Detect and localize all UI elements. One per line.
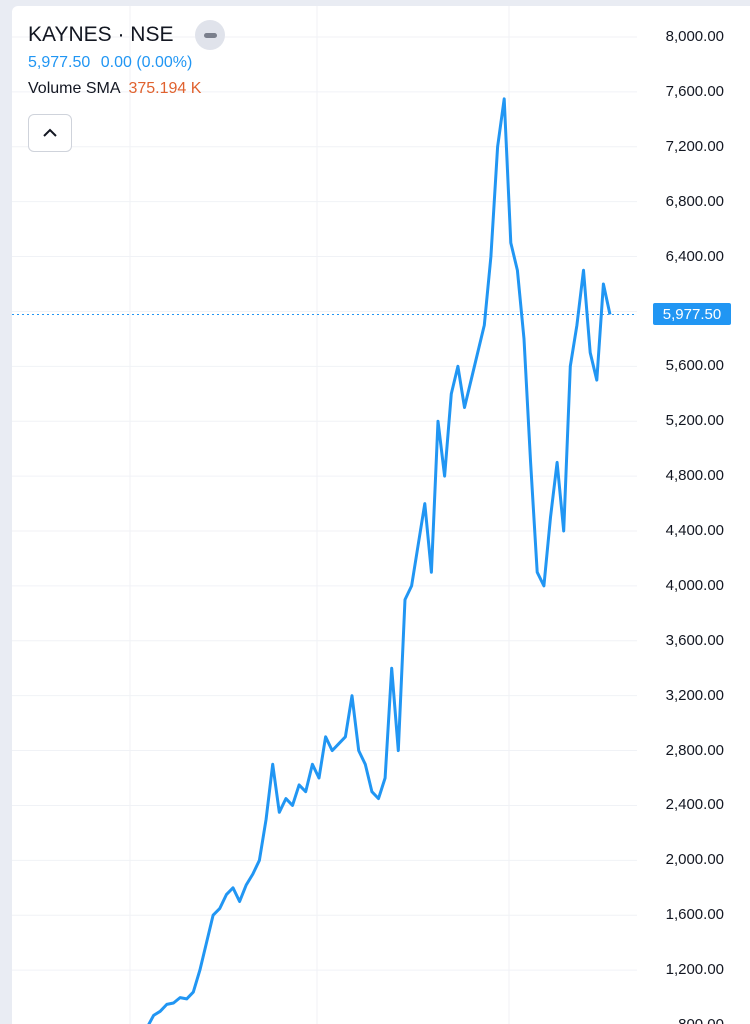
price-tick-label: 4,400.00 [665, 522, 724, 539]
price-tick-label: 6,400.00 [665, 247, 724, 265]
collapse-legend-button[interactable] [28, 114, 72, 152]
price-tick-label: 2,400.00 [665, 796, 724, 814]
remove-button[interactable] [195, 20, 226, 50]
price-change: 0.00 (0.00%) [100, 54, 193, 71]
price-tick-label: 2,000.00 [665, 851, 724, 869]
price-tick-label: 1,600.00 [665, 906, 724, 924]
price-tick-label: 800.00 [624, 1016, 724, 1024]
price-tick-label: 5,200.00 [665, 412, 724, 430]
price-chart[interactable] [12, 6, 750, 1024]
price-row: 5,977.50 0.00 (0.00%) [28, 54, 225, 72]
volume-row: Volume SMA 375.194 K [28, 80, 225, 98]
price-tick-label: 7,600.00 [665, 82, 724, 100]
price-tick-label: 4,000.00 [665, 576, 724, 594]
minus-icon [203, 32, 217, 38]
price-tick-label: 8,000.00 [665, 28, 724, 45]
symbol-name: KAYNES · NSE [28, 23, 174, 46]
chevron-up-icon [43, 128, 57, 137]
price-tick-label: 7,200.00 [665, 137, 724, 155]
price-tick-label: 6,800.00 [665, 192, 724, 210]
price-tick-label: 5,600.00 [665, 357, 724, 375]
last-price-tag: 5,977.50 [653, 303, 731, 325]
series-line [147, 97, 612, 1024]
chart-pane[interactable]: KAYNES · NSE 5,977.50 0.00 (0.00%) Volum… [12, 6, 750, 1024]
last-price: 5,977.50 [28, 54, 91, 71]
volume-label: Volume SMA [28, 80, 121, 97]
price-tick-label: 1,200.00 [665, 961, 724, 979]
volume-value: 375.194 K [128, 80, 202, 97]
price-tick-label: 3,200.00 [665, 686, 724, 704]
price-tick-label: 3,600.00 [665, 631, 724, 649]
price-tick-label: 4,800.00 [665, 467, 724, 485]
price-tick-label: 2,800.00 [665, 741, 724, 759]
chart-legend: KAYNES · NSE 5,977.50 0.00 (0.00%) Volum… [28, 20, 226, 98]
